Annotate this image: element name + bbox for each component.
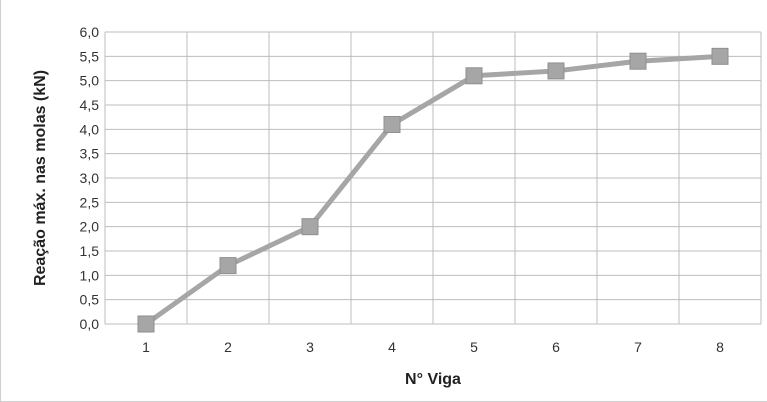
x-tick-label: 5 — [470, 339, 478, 355]
data-point-marker — [301, 218, 319, 236]
x-tick-label: 8 — [716, 339, 724, 355]
y-tick-label: 0,0 — [80, 316, 100, 332]
x-tick-label: 3 — [306, 339, 314, 355]
y-tick-label: 0,5 — [80, 292, 100, 308]
y-tick-label: 2,5 — [80, 194, 100, 210]
x-tick-label: 2 — [224, 339, 232, 355]
data-point-marker — [383, 115, 401, 133]
y-tick-label: 4,0 — [80, 121, 100, 137]
data-point-marker — [547, 62, 565, 80]
y-tick-label: 5,5 — [80, 48, 100, 64]
data-point-marker — [137, 315, 155, 333]
data-point-marker — [465, 67, 483, 85]
y-tick-label: 3,5 — [80, 146, 100, 162]
y-axis-title: Reação máx. nas molas (kN) — [32, 70, 49, 286]
y-tick-label: 2,0 — [80, 219, 100, 235]
x-tick-label: 7 — [634, 339, 642, 355]
grid — [104, 31, 762, 325]
data-point-marker — [219, 257, 237, 275]
x-tick-label: 1 — [142, 339, 150, 355]
x-axis-title: N° Viga — [405, 371, 461, 388]
x-tick-label: 4 — [388, 339, 396, 355]
y-tick-label: 4,5 — [80, 97, 100, 113]
y-tick-label: 1,0 — [80, 267, 100, 283]
x-tick-labels: 1 2 3 4 5 6 7 8 — [142, 339, 724, 355]
series-line — [144, 53, 721, 327]
y-tick-label: 5,0 — [80, 73, 100, 89]
y-tick-labels: 0,0 0,5 1,0 1,5 2,0 2,5 3,0 3,5 4,0 4,5 5,0 5,5 6,0 — [80, 24, 100, 332]
y-tick-label: 3,0 — [80, 170, 100, 186]
y-tick-label: 1,5 — [80, 243, 100, 259]
data-point-marker — [711, 47, 729, 65]
series-group — [137, 47, 729, 333]
y-tick-label: 6,0 — [80, 24, 100, 40]
x-tick-label: 6 — [552, 339, 560, 355]
data-point-marker — [629, 52, 647, 70]
